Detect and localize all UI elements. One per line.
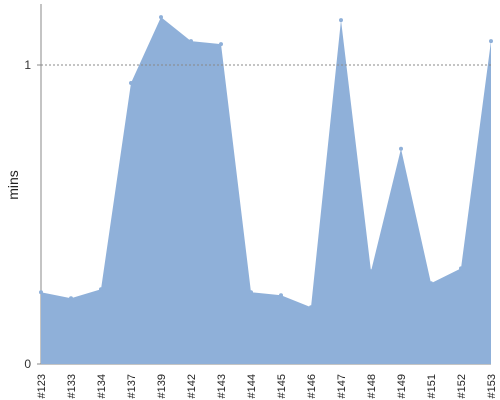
x-tick-label-3: #137 — [126, 374, 138, 398]
data-point-11 — [369, 269, 373, 274]
x-tick-label-14: #152 — [456, 374, 468, 398]
data-point-10 — [339, 18, 343, 23]
data-point-15 — [489, 39, 493, 44]
x-tick-label-4: #139 — [156, 374, 168, 398]
data-point-7 — [249, 290, 253, 295]
data-point-4 — [159, 15, 163, 20]
x-tick-label-9: #146 — [306, 374, 318, 398]
x-tick-label-8: #145 — [276, 374, 288, 398]
data-point-3 — [129, 80, 133, 85]
x-tick-label-5: #142 — [186, 374, 198, 398]
y-tick-label-0: 0 — [24, 357, 31, 371]
data-point-9 — [309, 305, 313, 310]
data-point-6 — [219, 42, 223, 47]
x-tick-label-6: #143 — [216, 374, 228, 398]
x-tick-label-2: #134 — [96, 374, 108, 398]
y-tick-label-1: 1 — [24, 58, 31, 72]
x-tick-label-1: #133 — [66, 374, 78, 398]
data-point-13 — [429, 281, 433, 286]
x-tick-label-0: #123 — [36, 374, 48, 398]
data-point-12 — [399, 146, 403, 151]
data-point-8 — [279, 293, 283, 298]
data-point-5 — [189, 39, 193, 44]
x-tick-label-7: #144 — [246, 374, 258, 398]
series-area — [41, 17, 491, 364]
x-tick-label-11: #148 — [366, 374, 378, 398]
data-point-14 — [459, 266, 463, 271]
data-point-1 — [69, 296, 73, 301]
y-axis-title: mins — [5, 170, 21, 200]
data-point-2 — [99, 287, 103, 292]
x-tick-label-10: #147 — [336, 374, 348, 398]
x-tick-label-15: #153 — [486, 374, 498, 398]
x-tick-label-12: #149 — [396, 374, 408, 398]
x-tick-labels: #123 #133 #134 #137 #139 #142 #143 #144 #145 #146… — [36, 374, 498, 398]
x-tick-label-13: #151 — [426, 374, 438, 398]
data-point-0 — [39, 290, 43, 295]
